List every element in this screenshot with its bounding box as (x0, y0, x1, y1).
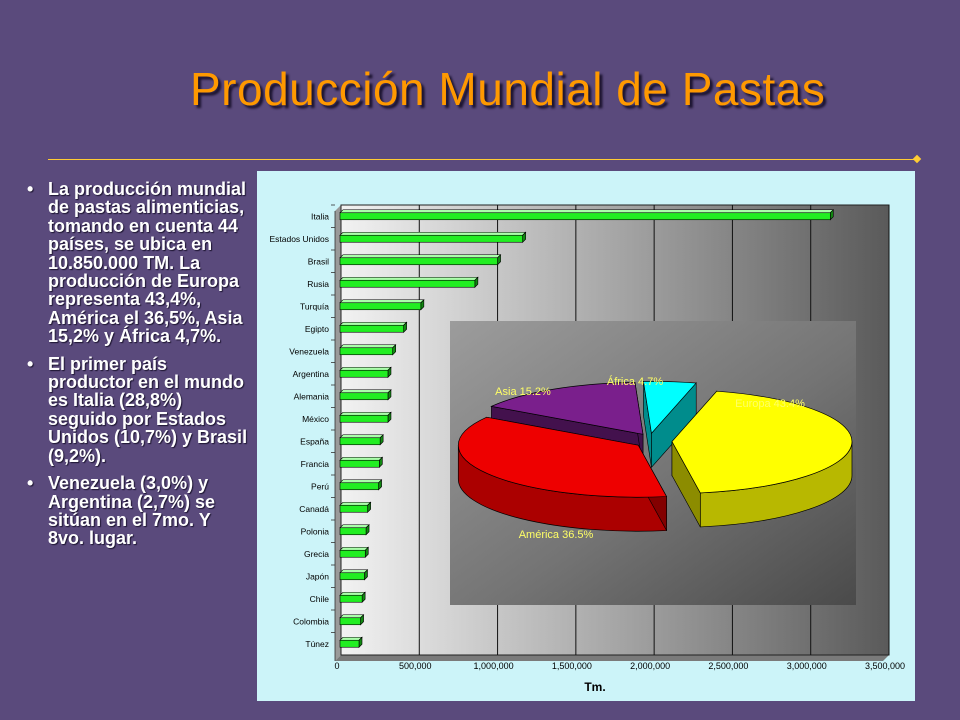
bar-top (339, 411, 392, 416)
slide-title: Producción Mundial de Pastas (190, 63, 826, 115)
bar-top (339, 569, 369, 574)
pie-slice (671, 390, 853, 494)
pie-slice-group (457, 416, 668, 532)
y-tick-label: Canadá (299, 504, 329, 514)
bullet-text: Venezuela (3,0%) y Argentina (2,7%) se s… (48, 473, 216, 549)
title-divider-line (48, 159, 916, 160)
pie-slice-group (671, 390, 853, 528)
bar (339, 369, 389, 378)
bar (339, 414, 389, 423)
bullet-dot-icon: • (27, 473, 34, 494)
divider-diamond-icon (912, 154, 922, 164)
bar-top (339, 299, 425, 304)
bar (339, 234, 523, 243)
bar (339, 504, 368, 513)
bar-top (339, 209, 835, 214)
pie-slice (457, 416, 668, 498)
x-tick-label: 1,500,000 (552, 661, 592, 671)
bullet-text: La producción mundial de pastas alimenti… (48, 179, 247, 347)
pie-slice (643, 380, 697, 435)
bar-top (339, 231, 527, 236)
bullet-item: • La producción mundial de pastas alimen… (22, 180, 250, 346)
y-tick-label: Brasil (308, 256, 329, 266)
pie-slice-group (643, 380, 697, 469)
pie-slice-label: América 36.5% (519, 529, 594, 541)
bar (339, 212, 831, 221)
y-tick-label: Chile (310, 594, 330, 604)
y-tick-label: Polonia (301, 526, 330, 536)
bar-top (339, 254, 502, 259)
y-tick-label: Grecia (304, 549, 329, 559)
bar (339, 437, 381, 446)
y-tick-label: Turquía (300, 301, 329, 311)
bullet-item: • El primer país productor en el mundo e… (22, 353, 250, 466)
bar-top (339, 501, 372, 506)
y-tick-label: Túnez (305, 639, 329, 649)
y-tick-label: Francia (301, 459, 330, 469)
bar (339, 549, 366, 558)
x-tick-label: 1,000,000 (474, 661, 514, 671)
y-tick-label: Estados Unidos (269, 234, 329, 244)
x-tick-label: 3,000,000 (787, 661, 827, 671)
bar-top (339, 636, 363, 641)
y-tick-label: Italia (311, 211, 329, 221)
bar (339, 302, 422, 311)
plot-floor (335, 655, 889, 661)
bar (339, 347, 393, 356)
bar-top (339, 276, 479, 281)
bar-top (339, 389, 392, 394)
bar (339, 594, 363, 603)
bar (339, 617, 361, 626)
bar-top (339, 614, 365, 619)
x-tick-label: 2,000,000 (630, 661, 670, 671)
bar-top (339, 479, 383, 484)
bar (339, 324, 404, 333)
y-tick-label: México (302, 414, 329, 424)
y-tick-label: Colombia (293, 616, 329, 626)
x-axis-label: Tm. (584, 680, 605, 694)
bullet-dot-icon: • (27, 353, 34, 374)
pie-slice-label: Europa 43.4% (735, 398, 805, 410)
bar (339, 482, 379, 491)
pie-slice-label: África 4.7% (607, 375, 663, 388)
bullet-dot-icon: • (27, 179, 34, 199)
bar (339, 392, 389, 401)
x-tick-label: 3,500,000 (865, 661, 905, 671)
bar (339, 279, 476, 288)
y-tick-label: Argentina (293, 369, 330, 379)
bar (339, 639, 360, 648)
y-tick-label: Alemania (294, 391, 330, 401)
bar (339, 527, 367, 536)
bar-top (339, 366, 392, 371)
bar-top (339, 524, 370, 529)
x-tick-label: 500,000 (399, 661, 432, 671)
pie-chart-panel: Europa 43.4% América 36.5% Asia 15.2% Áfric… (450, 321, 856, 605)
y-tick-label: Venezuela (289, 346, 329, 356)
y-tick-label: Japón (306, 571, 329, 581)
bullet-text: El primer país productor en el mundo es … (48, 353, 248, 466)
bar-top (339, 546, 369, 551)
bar-top (339, 321, 408, 326)
plot-side-wall (335, 205, 341, 661)
region-pie-chart: Europa 43.4% América 36.5% Asia 15.2% Áfric… (457, 375, 853, 541)
x-tick-label: 0 (334, 661, 339, 671)
bar-top (339, 434, 384, 439)
bar (339, 459, 380, 468)
y-tick-label: Egipto (305, 324, 329, 334)
y-tick-label: Rusia (307, 279, 329, 289)
bar (339, 257, 498, 266)
bullet-item: • Venezuela (3,0%) y Argentina (2,7%) se… (22, 474, 250, 548)
bar-top (339, 456, 384, 461)
bar-top (339, 591, 366, 596)
y-tick-label: Perú (311, 481, 329, 491)
bullet-list: • La producción mundial de pastas alimen… (22, 180, 250, 557)
pie-slice-label: Asia 15.2% (495, 386, 551, 398)
pie-slice (490, 382, 644, 435)
bar-top (339, 344, 397, 349)
y-tick-label: España (300, 436, 329, 446)
bar (339, 572, 365, 581)
x-tick-label: 2,500,000 (708, 661, 748, 671)
chart-panel: 0 500,000 1,000,000 1,500,000 2,000,000 2,500… (257, 171, 915, 701)
